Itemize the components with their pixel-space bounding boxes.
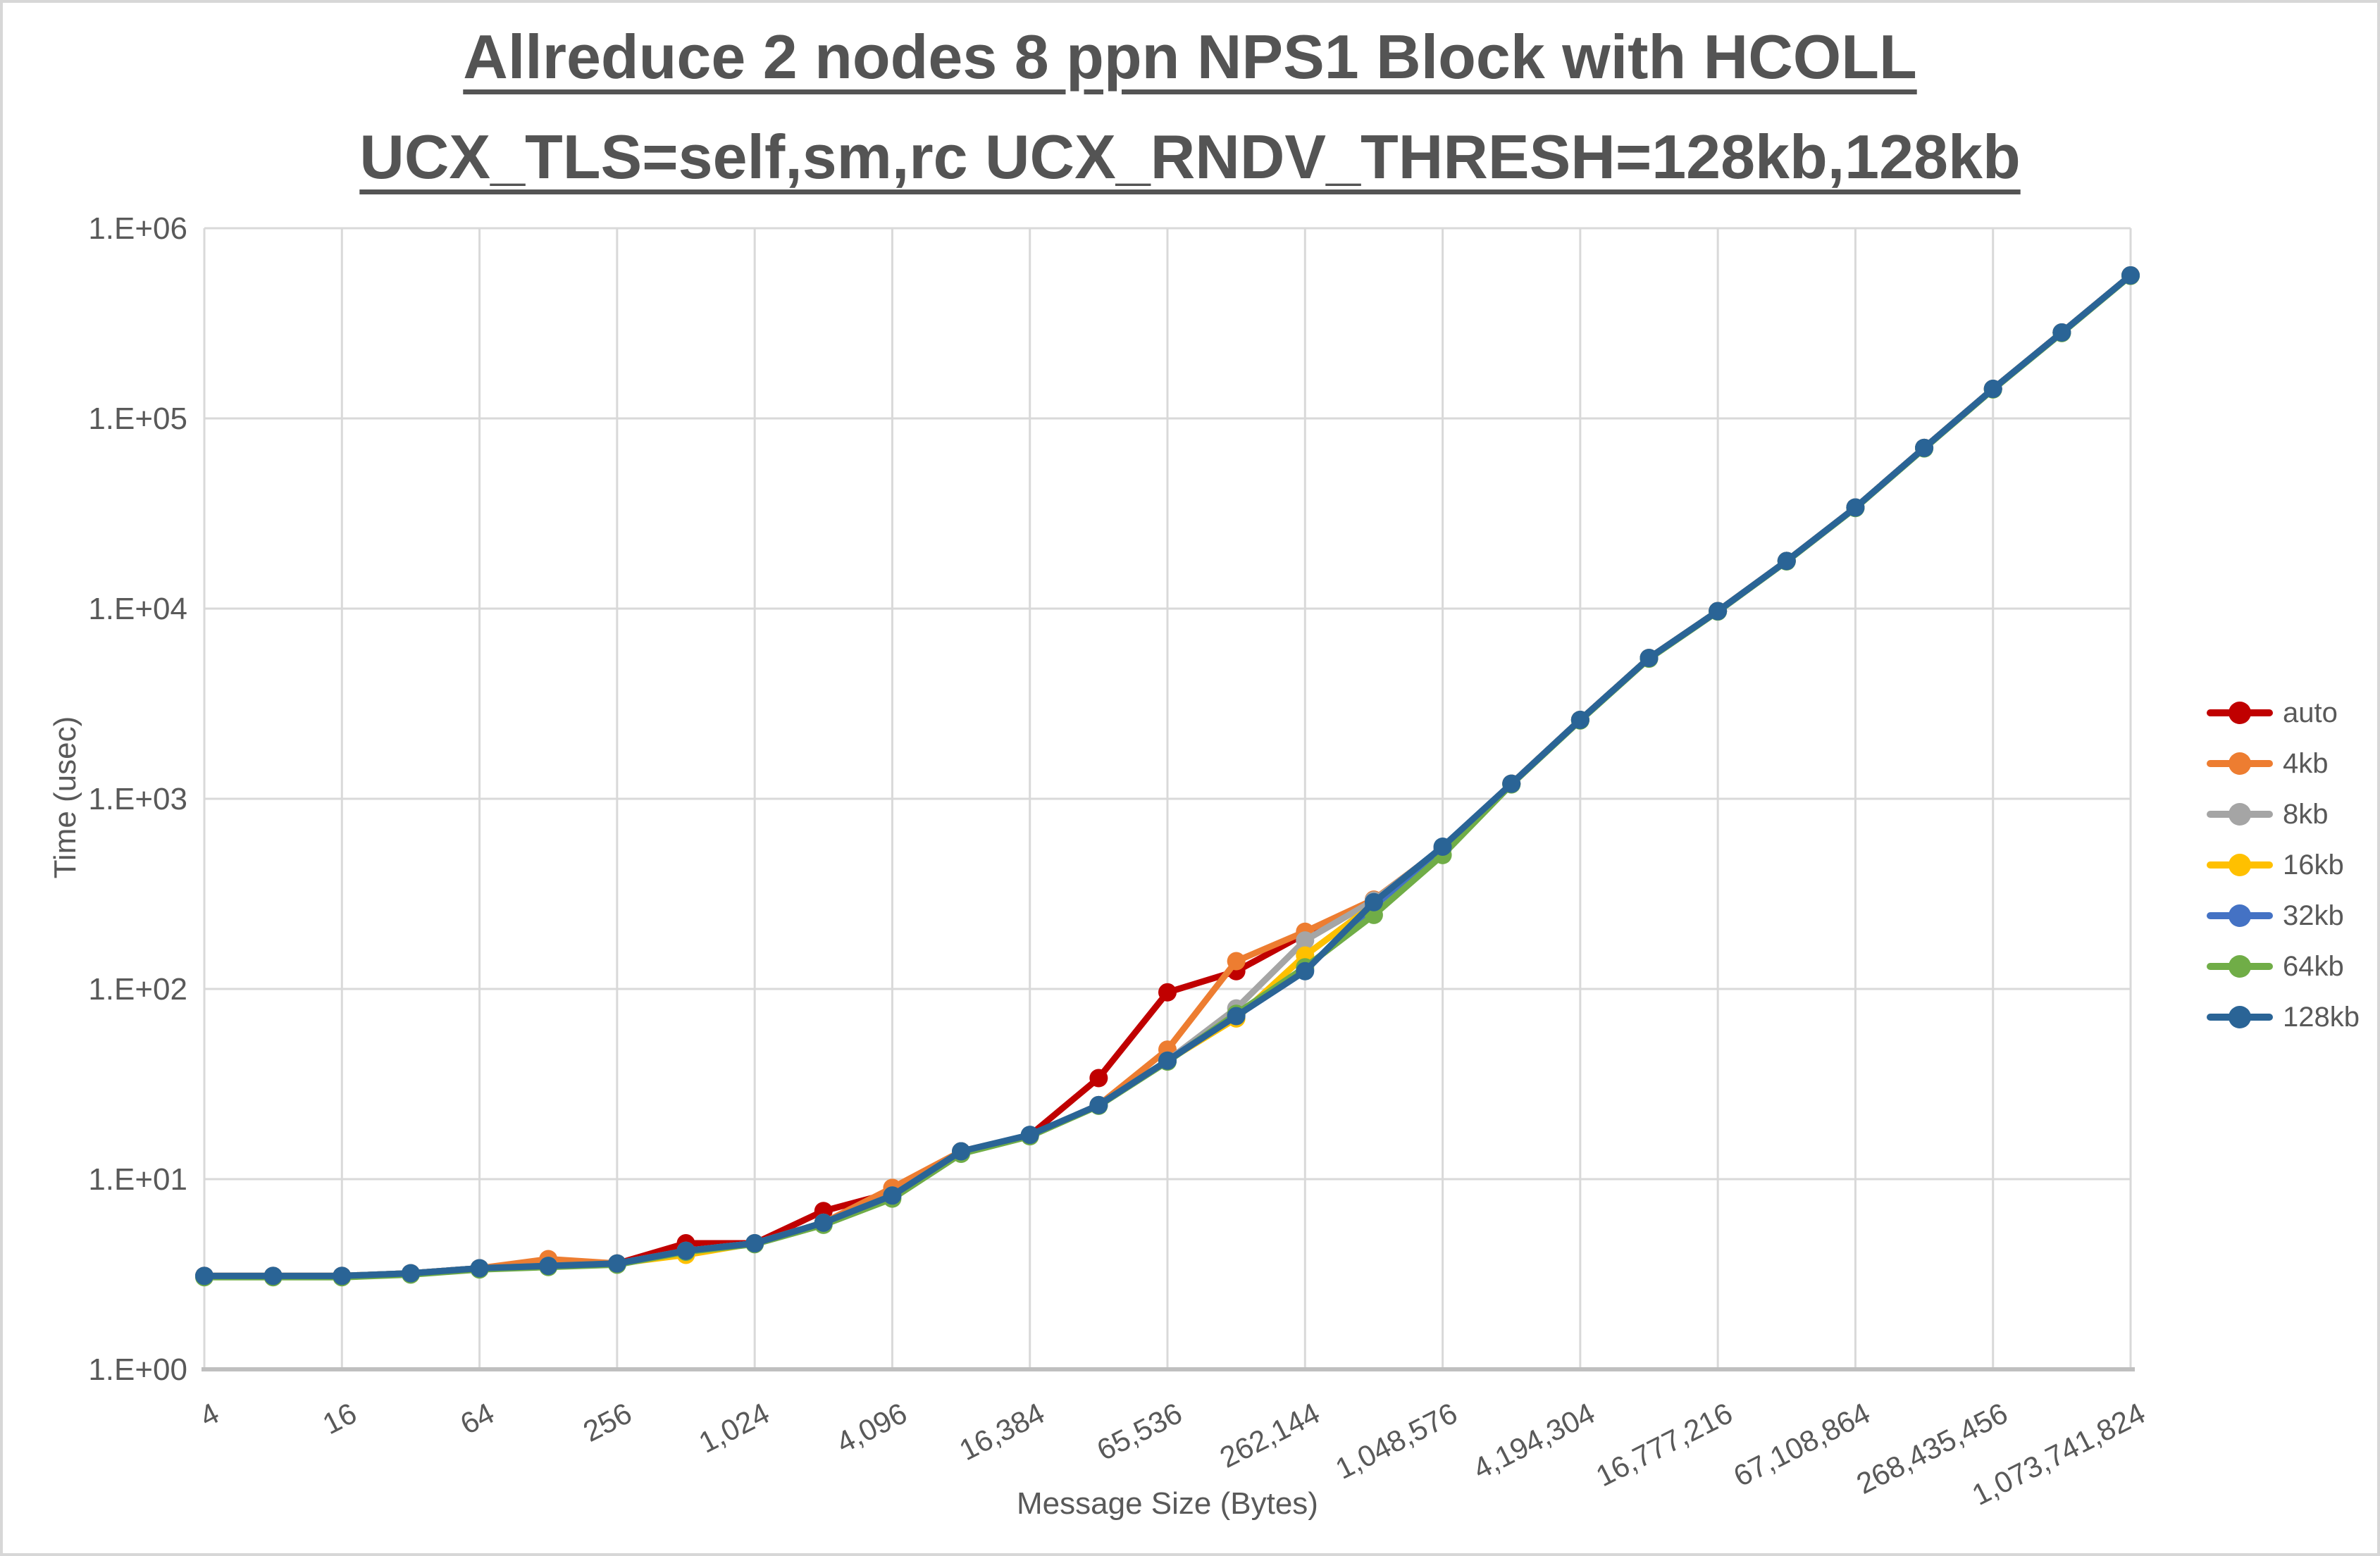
series-marker-128kb xyxy=(1227,1007,1246,1026)
legend-label: 8kb xyxy=(2283,798,2329,830)
series-marker-auto xyxy=(1158,983,1177,1002)
legend-item-4kb: 4kb xyxy=(2207,738,2360,789)
plot-area: 1.E+00 1.E+01 1.E+02 1.E+03 1.E+04 1.E+05 1.E+… xyxy=(88,211,2150,1512)
x-tick-label: 1,024 xyxy=(693,1396,774,1459)
x-tick-label: 16,777,216 xyxy=(1591,1396,1738,1493)
x-tick-label: 4,194,304 xyxy=(1468,1396,1600,1486)
legend-label: 4kb xyxy=(2283,747,2329,779)
legend-label: 128kb xyxy=(2283,1001,2360,1033)
series-marker-128kb xyxy=(745,1234,764,1253)
series-marker-128kb xyxy=(1570,710,1589,729)
series-marker-128kb xyxy=(1020,1126,1039,1145)
legend-marker-icon xyxy=(2229,803,2251,826)
legend-swatch-icon xyxy=(2207,1006,2273,1028)
series-marker-128kb xyxy=(883,1186,902,1205)
series-marker-128kb xyxy=(401,1264,420,1283)
series-marker-128kb xyxy=(195,1266,213,1286)
legend-marker-icon xyxy=(2229,854,2251,876)
y-tick-label: 1.E+00 xyxy=(88,1352,187,1387)
series-marker-128kb xyxy=(1364,892,1383,911)
series-marker-128kb xyxy=(676,1241,695,1260)
series-marker-128kb xyxy=(1777,552,1796,571)
legend-marker-icon xyxy=(2229,904,2251,927)
series-marker-128kb xyxy=(1915,438,1934,457)
legend-label: 32kb xyxy=(2283,900,2344,931)
series-marker-4kb xyxy=(1227,952,1246,971)
chart-title-line1: Allreduce 2 nodes 8 ppn NPS1 Block with … xyxy=(463,22,1917,92)
series-marker-128kb xyxy=(539,1257,558,1276)
series-marker-auto xyxy=(1089,1069,1108,1088)
x-axis-title: Message Size (Bytes) xyxy=(1017,1486,1318,1521)
y-tick-label: 1.E+05 xyxy=(88,402,187,436)
series-marker-8kb xyxy=(1296,931,1315,950)
x-tick-label: 262,144 xyxy=(1215,1396,1325,1474)
legend-label: auto xyxy=(2283,697,2338,728)
series-marker-128kb xyxy=(814,1213,833,1232)
x-tick-label: 256 xyxy=(578,1396,637,1448)
series-marker-128kb xyxy=(1158,1051,1177,1070)
series-marker-128kb xyxy=(1433,837,1452,856)
y-tick-label: 1.E+04 xyxy=(88,592,187,626)
legend-item-8kb: 8kb xyxy=(2207,789,2360,840)
legend-marker-icon xyxy=(2229,1006,2251,1028)
chart-title-line2: UCX_TLS=self,sm,rc UCX_RNDV_THRESH=128kb… xyxy=(359,122,2021,192)
legend-item-auto: auto xyxy=(2207,687,2360,738)
series-marker-128kb xyxy=(1502,774,1521,793)
series-marker-128kb xyxy=(2121,266,2140,285)
y-tick-label: 1.E+03 xyxy=(88,782,187,816)
series-marker-128kb xyxy=(264,1266,283,1286)
series-marker-128kb xyxy=(952,1142,971,1161)
x-tick-label: 65,536 xyxy=(1091,1396,1187,1467)
series-marker-128kb xyxy=(2052,323,2071,342)
x-tick-label: 64 xyxy=(455,1396,500,1440)
series-marker-128kb xyxy=(607,1254,626,1273)
series-marker-128kb xyxy=(1296,961,1315,981)
legend-label: 64kb xyxy=(2283,950,2344,982)
x-tick-label: 4,096 xyxy=(831,1396,912,1459)
y-tick-label: 1.E+06 xyxy=(88,211,187,246)
y-tick-label: 1.E+02 xyxy=(88,972,187,1007)
legend-marker-icon xyxy=(2229,955,2251,978)
legend-marker-icon xyxy=(2229,702,2251,724)
legend-swatch-icon xyxy=(2207,955,2273,978)
legend-swatch-icon xyxy=(2207,803,2273,826)
series-marker-128kb xyxy=(1640,649,1659,668)
legend-swatch-icon xyxy=(2207,752,2273,775)
x-tick-label: 16 xyxy=(317,1396,361,1440)
series-marker-128kb xyxy=(333,1266,352,1286)
legend-swatch-icon xyxy=(2207,904,2273,927)
legend-item-64kb: 64kb xyxy=(2207,941,2360,992)
legend-marker-icon xyxy=(2229,752,2251,775)
series-marker-128kb xyxy=(1983,380,2002,399)
legend-swatch-icon xyxy=(2207,854,2273,876)
x-tick-label: 67,108,864 xyxy=(1728,1396,1876,1493)
series-marker-128kb xyxy=(470,1259,489,1278)
x-tick-label: 16,384 xyxy=(954,1396,1050,1467)
series-marker-128kb xyxy=(1846,498,1865,517)
legend-label: 16kb xyxy=(2283,849,2344,880)
series-marker-128kb xyxy=(1709,602,1728,621)
x-tick-label: 4 xyxy=(194,1396,224,1433)
legend-item-128kb: 128kb xyxy=(2207,992,2360,1042)
legend-item-16kb: 16kb xyxy=(2207,840,2360,890)
series-marker-128kb xyxy=(1089,1095,1108,1114)
legend-item-32kb: 32kb xyxy=(2207,890,2360,941)
y-tick-label: 1.E+01 xyxy=(88,1162,187,1197)
legend: auto 4kb 8kb 16kb 32kb 64kb 128kb xyxy=(2207,687,2360,1042)
legend-swatch-icon xyxy=(2207,702,2273,724)
x-tick-label: 1,048,576 xyxy=(1330,1396,1463,1486)
